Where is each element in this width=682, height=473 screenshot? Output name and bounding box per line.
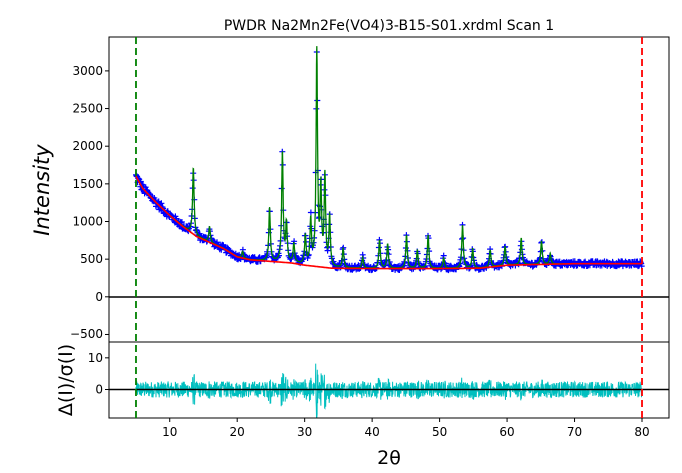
residual-plot-data [109,363,669,418]
y-tick-label: 1500 [72,177,103,191]
main-plot-data [133,46,645,274]
x-tick-label: 20 [230,425,245,439]
residual-y-ticks: 0 10 [88,351,109,397]
observed-markers [133,49,645,274]
background-line [135,175,642,270]
y-tick-label: 0 [95,290,103,304]
y-tick-label: 2000 [72,139,103,153]
residual-y-tick-label: 10 [88,351,103,365]
main-plot-panel: 0 500 1000 1500 2000 2500 3000 −500 [70,36,670,343]
main-y-ticks: 0 500 1000 1500 2000 2500 3000 [72,64,109,335]
y-tick-label: 3000 [72,64,103,78]
difference-line [135,363,643,418]
y-tick-label: 1000 [72,215,103,229]
x-tick-label: 10 [162,425,177,439]
x-tick-label: 70 [567,425,582,439]
x-tick-label: 60 [499,425,514,439]
residual-plot-panel: 0 10 [88,341,670,419]
x-tick-label: 80 [634,425,649,439]
residual-plot-frame [108,341,670,419]
x-axis-label: 2θ [377,447,401,468]
x-ticks: 10 20 30 40 50 60 70 80 [162,418,650,439]
y-tick-label: 500 [80,252,103,266]
residual-y-tick-label: 0 [95,383,103,397]
residual-y-axis-label: Δ(I)/σ(I) [55,344,77,416]
chart-title: PWDR Na2Mn2Fe(VO4)3-B15-S01.xrdml Scan 1 [224,18,554,34]
x-tick-label: 30 [297,425,312,439]
y-tick-label-bottom: −500 [70,327,103,341]
x-tick-label: 50 [432,425,447,439]
x-tick-label: 40 [364,425,379,439]
calculated-line [135,46,642,269]
y-axis-label: Intensity [30,144,54,236]
y-tick-label: 2500 [72,102,103,116]
